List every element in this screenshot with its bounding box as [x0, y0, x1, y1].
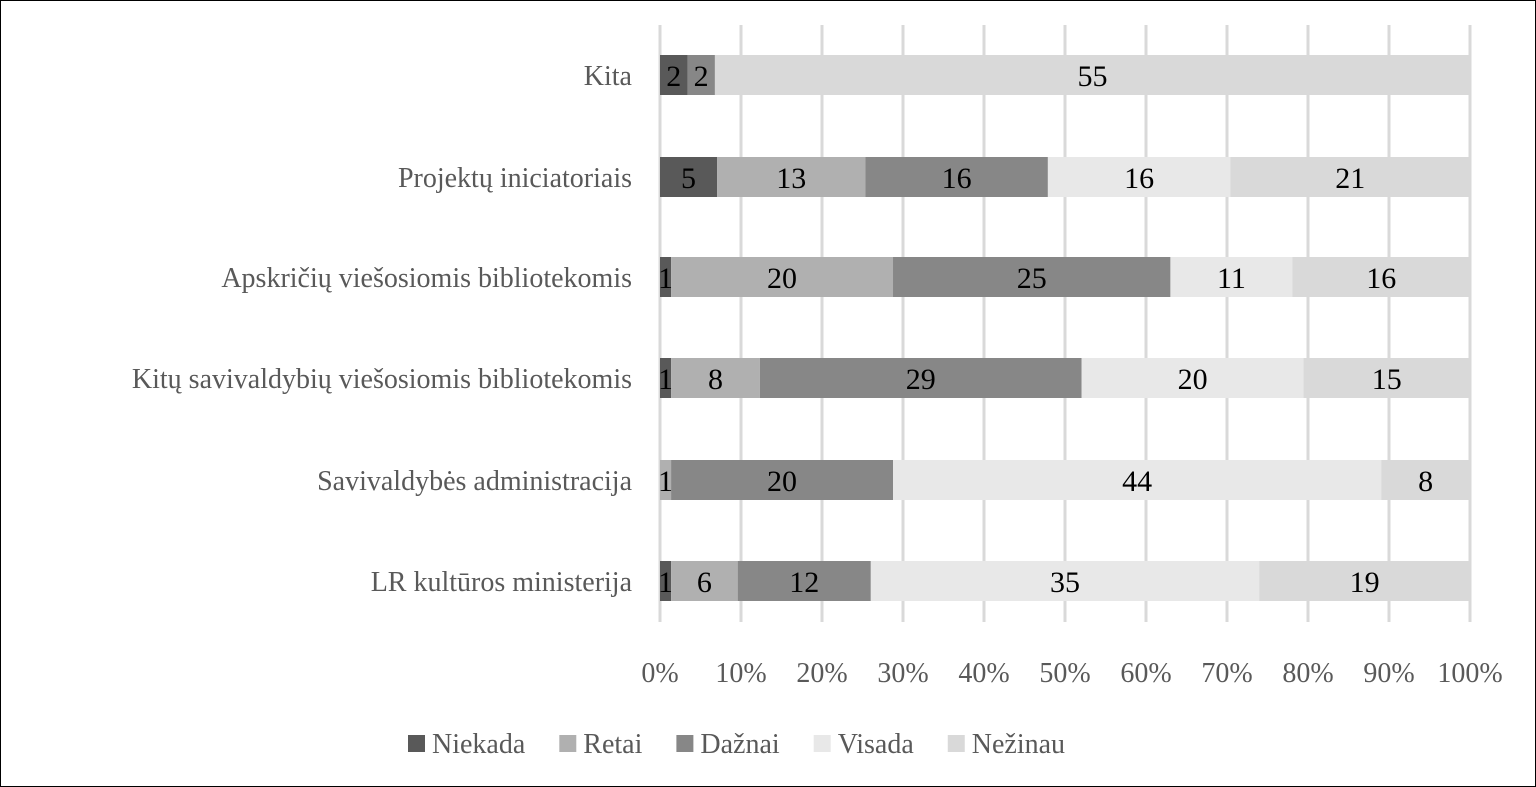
bar-segment: [1047, 157, 1231, 197]
data-label: 5: [681, 162, 696, 195]
bar-segment: [671, 257, 894, 297]
bar-segment: [1381, 460, 1470, 500]
data-label: 16: [1124, 162, 1154, 195]
category-label: Apskričių viešosiomis bibliotekomis: [221, 263, 632, 294]
category-label: Projektų iniciatoriais: [398, 163, 632, 194]
x-tick-label: 60%: [1120, 658, 1171, 689]
x-tick-label: 90%: [1363, 658, 1414, 689]
data-label: 8: [708, 363, 723, 396]
legend-label: Visada: [838, 729, 915, 760]
x-tick-label: 100%: [1437, 658, 1502, 689]
data-label: 2: [666, 60, 681, 93]
category-label: Savivaldybės administracija: [317, 466, 632, 497]
data-label: 1: [658, 566, 673, 599]
bar-segment: [660, 257, 672, 297]
bar-segment: [1081, 358, 1304, 398]
data-label: 12: [789, 566, 819, 599]
bar-segment: [660, 358, 672, 398]
bar-segment: [687, 55, 715, 95]
bar-segment: [1230, 157, 1470, 197]
category-label: Kita: [584, 61, 633, 92]
legend-swatch: [408, 735, 425, 752]
bar-segment: [660, 460, 672, 500]
bar-segment: [1292, 257, 1470, 297]
data-label: 11: [1217, 262, 1246, 295]
x-tick-label: 80%: [1282, 658, 1333, 689]
data-label: 20: [1178, 363, 1208, 396]
data-label: 15: [1372, 363, 1402, 396]
legend-swatch: [947, 735, 965, 752]
data-label: 6: [697, 566, 712, 599]
data-label: 16: [942, 162, 972, 195]
data-label: 13: [776, 162, 806, 195]
x-tick-label: 40%: [958, 658, 1009, 689]
legend-label: Niekada: [432, 729, 526, 760]
legend-swatch: [676, 735, 694, 752]
bar-segment: [1259, 561, 1470, 601]
data-label: 21: [1335, 162, 1365, 195]
data-label: 44: [1122, 465, 1152, 498]
x-tick-label: 30%: [877, 658, 928, 689]
data-label: 20: [767, 262, 797, 295]
legend-label: Nežinau: [972, 729, 1065, 760]
bar-segment: [893, 460, 1382, 500]
legend-label: Dažnai: [700, 729, 780, 760]
bar-segment: [660, 55, 688, 95]
data-label: 1: [658, 262, 673, 295]
data-label: 55: [1077, 60, 1107, 93]
legend-swatch: [813, 735, 831, 752]
data-label: 2: [694, 60, 709, 93]
data-label: 25: [1017, 262, 1047, 295]
data-label: 20: [767, 465, 797, 498]
x-tick-label: 10%: [715, 658, 766, 689]
bar-segment: [759, 358, 1082, 398]
bar-segment: [671, 561, 738, 601]
bar-segment: [737, 561, 871, 601]
data-label: 35: [1050, 566, 1080, 599]
x-tick-label: 20%: [796, 658, 847, 689]
data-label: 19: [1350, 566, 1380, 599]
bar-segment: [1170, 257, 1293, 297]
x-tick-label: 70%: [1201, 658, 1252, 689]
x-tick-label: 0%: [641, 658, 678, 689]
x-tick-label: 50%: [1039, 658, 1090, 689]
bar-segment: [893, 257, 1171, 297]
bar-segment: [671, 358, 760, 398]
data-label: 16: [1366, 262, 1396, 295]
bar-segment: [671, 460, 894, 500]
legend-label: Retai: [583, 729, 642, 760]
bar-segment: [870, 561, 1260, 601]
bar-segment: [1303, 358, 1470, 398]
bar-segment: [660, 157, 718, 197]
data-label: 29: [906, 363, 936, 396]
bar-segment: [660, 561, 672, 601]
bar-segment: [865, 157, 1048, 197]
data-label: 1: [658, 363, 673, 396]
category-label: LR kultūros ministerija: [371, 567, 633, 598]
legend-swatch: [559, 735, 577, 752]
category-label: Kitų savivaldybių viešosiomis biblioteko…: [132, 364, 632, 395]
data-label: 8: [1418, 465, 1433, 498]
bar-segment: [714, 55, 1470, 95]
data-label: 1: [658, 465, 673, 498]
bar-segment: [717, 157, 866, 197]
